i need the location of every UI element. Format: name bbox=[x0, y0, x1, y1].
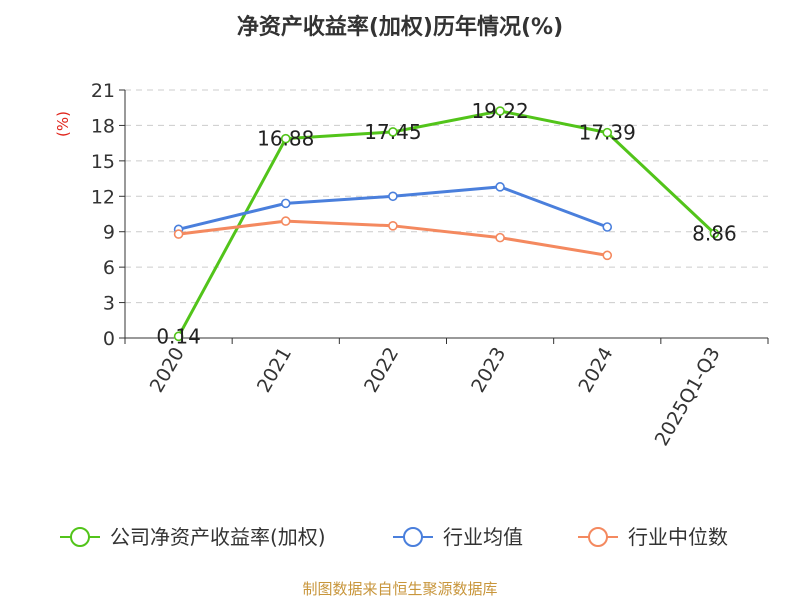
x-tick-label: 2020 bbox=[146, 344, 189, 397]
y-axis-label: (%) bbox=[54, 111, 72, 137]
data-label: 8.86 bbox=[692, 221, 737, 245]
x-tick-label: 2024 bbox=[574, 344, 617, 397]
data-point bbox=[280, 198, 291, 209]
data-point bbox=[709, 228, 720, 239]
legend-label: 行业均值 bbox=[443, 525, 523, 549]
axes bbox=[119, 89, 769, 344]
legend-marker bbox=[588, 527, 608, 547]
data-point bbox=[495, 182, 505, 192]
legend-marker bbox=[403, 527, 423, 547]
data-point bbox=[280, 133, 291, 144]
data-point bbox=[173, 229, 184, 239]
series-group bbox=[173, 106, 720, 342]
y-tick-labels: 0 3 6 9 12 15 18 21 bbox=[91, 80, 115, 350]
data-label: 19.22 bbox=[471, 99, 528, 123]
data-label: 17.45 bbox=[364, 120, 421, 144]
data-label: 17.39 bbox=[579, 121, 636, 145]
data-point bbox=[602, 127, 613, 138]
x-tick-labels: 2020 2021 2022 2023 2024 2025Q1-Q3 bbox=[146, 344, 725, 450]
y-tick-label: 0 bbox=[103, 328, 115, 350]
data-point bbox=[173, 331, 184, 342]
legend-label: 行业中位数 bbox=[628, 525, 728, 549]
data-labels: 0.14 16.88 17.45 19.22 17.39 8.86 bbox=[156, 99, 736, 348]
y-tick-label: 9 bbox=[103, 222, 115, 244]
y-tick-label: 3 bbox=[103, 293, 115, 315]
x-tick-label: 2023 bbox=[467, 344, 510, 397]
source-note: 制图数据来自恒生聚源数据库 bbox=[302, 580, 497, 598]
y-tick-label: 6 bbox=[103, 257, 115, 279]
legend: 公司净资产收益率(加权) 行业均值 行业中位数 bbox=[60, 525, 728, 549]
y-tick-label: 15 bbox=[91, 151, 115, 173]
y-tick-label: 21 bbox=[91, 80, 115, 102]
data-label: 0.14 bbox=[156, 324, 201, 348]
data-point bbox=[495, 232, 505, 243]
data-point bbox=[602, 222, 613, 232]
data-label: 16.88 bbox=[257, 127, 314, 151]
legend-label: 公司净资产收益率(加权) bbox=[110, 525, 326, 549]
data-point bbox=[388, 221, 398, 231]
data-point bbox=[602, 250, 613, 261]
data-point bbox=[388, 191, 398, 202]
legend-marker bbox=[70, 527, 90, 547]
chart-title: 净资产收益率(加权)历年情况(%) bbox=[237, 14, 563, 40]
x-tick-label: 2022 bbox=[360, 344, 403, 397]
x-tick-label: 2025Q1-Q3 bbox=[651, 344, 725, 450]
y-tick-label: 12 bbox=[91, 186, 115, 208]
series-line bbox=[177, 109, 716, 338]
data-point bbox=[495, 106, 505, 116]
data-point bbox=[388, 127, 398, 137]
x-tick-label: 2021 bbox=[253, 344, 296, 397]
data-point bbox=[280, 216, 291, 226]
y-tick-label: 18 bbox=[91, 115, 115, 137]
